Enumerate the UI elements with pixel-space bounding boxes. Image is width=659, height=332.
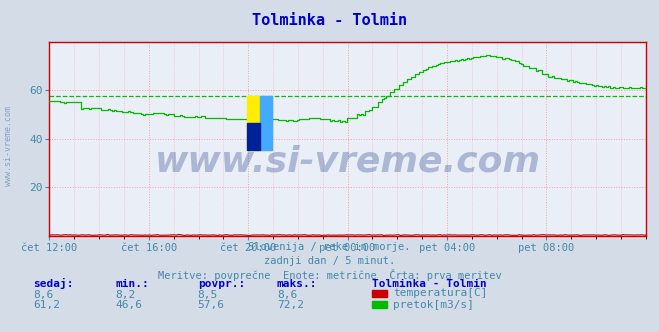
Text: 72,2: 72,2 [277, 300, 304, 310]
Text: maks.:: maks.: [277, 279, 317, 289]
FancyBboxPatch shape [247, 123, 260, 150]
Text: 8,6: 8,6 [277, 290, 297, 300]
Text: Meritve: povprečne  Enote: metrične  Črta: prva meritev: Meritve: povprečne Enote: metrične Črta:… [158, 269, 501, 281]
Text: Slovenija / reke in morje.: Slovenija / reke in morje. [248, 242, 411, 252]
Text: zadnji dan / 5 minut.: zadnji dan / 5 minut. [264, 256, 395, 266]
Text: 8,6: 8,6 [33, 290, 53, 300]
FancyBboxPatch shape [260, 96, 272, 150]
Text: 8,5: 8,5 [198, 290, 218, 300]
Text: www.si-vreme.com: www.si-vreme.com [4, 106, 13, 186]
Text: sedaj:: sedaj: [33, 278, 73, 290]
FancyBboxPatch shape [247, 96, 270, 150]
Text: min.:: min.: [115, 279, 149, 289]
Text: 8,2: 8,2 [115, 290, 136, 300]
Text: Tolminka - Tolmin: Tolminka - Tolmin [372, 279, 487, 289]
Text: www.si-vreme.com: www.si-vreme.com [155, 145, 540, 179]
Text: Tolminka - Tolmin: Tolminka - Tolmin [252, 13, 407, 29]
Text: temperatura[C]: temperatura[C] [393, 289, 488, 298]
Text: pretok[m3/s]: pretok[m3/s] [393, 300, 474, 310]
Text: 46,6: 46,6 [115, 300, 142, 310]
Text: 61,2: 61,2 [33, 300, 60, 310]
Text: 57,6: 57,6 [198, 300, 225, 310]
Text: povpr.:: povpr.: [198, 279, 245, 289]
